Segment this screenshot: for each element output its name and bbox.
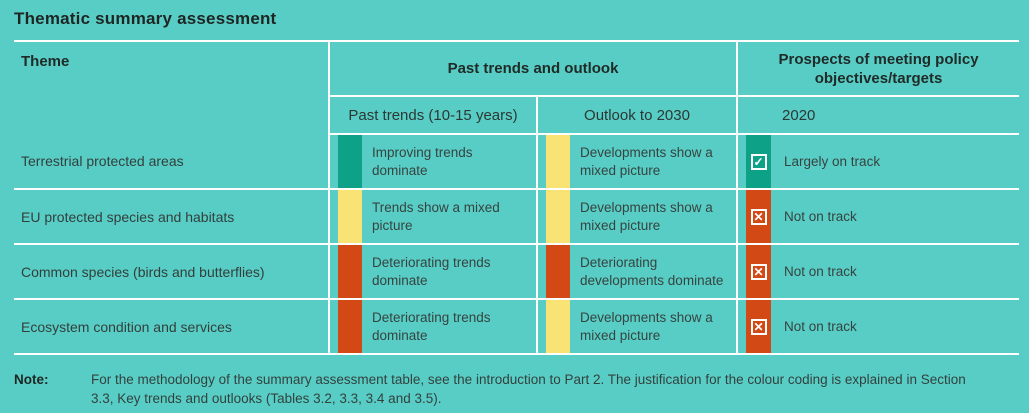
column-subheader-outlook-2030: Outlook to 2030 [537,96,739,135]
past-trends-cell: Trends show a mixed picture [329,189,538,245]
prospects-cell: ✕ Not on track [737,189,1020,245]
theme-cell: Common species (birds and butterflies) [14,244,330,300]
outlook-cell: Developments show a mixed picture [537,134,739,190]
theme-cell: Terrestrial protected areas [14,134,330,190]
prospects-label: Not on track [784,319,857,334]
column-header-prospects: Prospects of meeting policy objectives/t… [737,40,1020,97]
footnote: Note: For the methodology of the summary… [14,370,1029,408]
prospects-label: Largely on track [784,154,881,169]
past-trends-label: Deteriorating trends dominate [372,254,491,288]
page-title: Thematic summary assessment [14,9,277,28]
theme-cell: EU protected species and habitats [14,189,330,245]
outlook-label: Developments show a mixed picture [580,309,713,343]
outlook-label: Developments show a mixed picture [580,199,713,233]
prospects-cell-content: ✕ Not on track [738,190,1019,243]
past-trends-label: Trends show a mixed picture [372,199,500,233]
past-trends-cell: Deteriorating trends dominate [329,299,538,355]
checkbox-crossed-icon: ✕ [750,263,767,280]
footnote-text: For the methodology of the summary asses… [91,372,966,406]
past-trends-cell-content: Trends show a mixed picture [330,190,536,243]
status-swatch [546,135,570,188]
status-swatch: ✕ [746,190,772,243]
column-header-past-trends-and-outlook: Past trends and outlook [329,40,739,97]
status-swatch [338,135,362,188]
outlook-cell-content: Developments show a mixed picture [538,300,736,353]
outlook-cell-content: Developments show a mixed picture [538,190,736,243]
past-trends-cell: Improving trends dominate [329,134,538,190]
outlook-cell-content: Developments show a mixed picture [538,135,736,188]
outlook-cell: Developments show a mixed picture [537,189,739,245]
outlook-cell-content: Deteriorating developments dominate [538,245,736,298]
prospects-label: Not on track [784,209,857,224]
prospects-label: Not on track [784,264,857,279]
past-trends-cell-content: Improving trends dominate [330,135,536,188]
header-row-main: Theme Past trends and outlook Prospects … [14,40,1020,134]
table-row: Terrestrial protected areas Improving tr… [14,134,1020,190]
past-trends-cell-content: Deteriorating trends dominate [330,245,536,298]
checkbox-checked-icon: ✓ [750,153,767,170]
past-trends-cell-content: Deteriorating trends dominate [330,300,536,353]
footnote-label: Note: [14,372,49,387]
prospects-cell: ✓ Largely on track [737,134,1020,190]
prospects-cell-content: ✓ Largely on track [738,135,1019,188]
status-swatch: ✓ [746,135,772,188]
outlook-label: Deteriorating developments dominate [580,254,724,288]
past-trends-label: Improving trends dominate [372,144,473,178]
column-subheader-past-trends: Past trends (10-15 years) [329,96,538,135]
figure-background: { "title": "Thematic summary assessment"… [0,9,1029,413]
checkbox-crossed-icon: ✕ [750,208,767,225]
status-swatch: ✕ [746,300,772,353]
table-row: Common species (birds and butterflies) D… [14,244,1020,300]
header-row-sub: Past trends (10-15 years) Outlook to 203… [14,96,1020,135]
status-swatch [546,190,570,243]
assessment-table: Theme Past trends and outlook Prospects … [14,40,1020,355]
status-swatch [338,245,362,298]
column-header-theme: Theme [14,40,330,134]
prospects-cell-content: ✕ Not on track [738,245,1019,298]
status-swatch [338,300,362,353]
status-swatch [338,190,362,243]
column-subheader-2020: 2020 [737,96,1020,135]
past-trends-cell: Deteriorating trends dominate [329,244,538,300]
status-swatch: ✕ [746,245,772,298]
prospects-cell: ✕ Not on track [737,299,1020,355]
prospects-cell-content: ✕ Not on track [738,300,1019,353]
theme-cell: Ecosystem condition and services [14,299,330,355]
table-row: Ecosystem condition and services Deterio… [14,299,1020,355]
checkbox-crossed-icon: ✕ [750,318,767,335]
status-swatch [546,245,570,298]
outlook-cell: Deteriorating developments dominate [537,244,739,300]
prospects-cell: ✕ Not on track [737,244,1020,300]
status-swatch [546,300,570,353]
past-trends-label: Deteriorating trends dominate [372,309,491,343]
table-row: EU protected species and habitats Trends… [14,189,1020,245]
outlook-label: Developments show a mixed picture [580,144,713,178]
outlook-cell: Developments show a mixed picture [537,299,739,355]
